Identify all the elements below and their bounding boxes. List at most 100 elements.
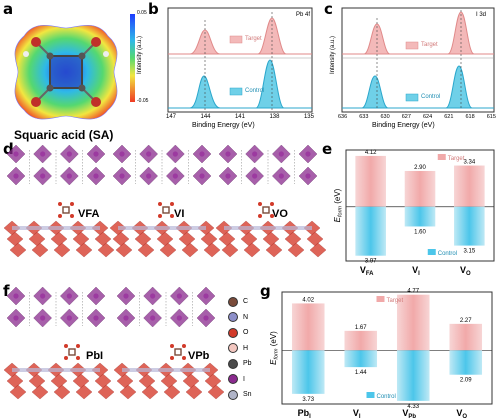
legend-label: H <box>243 344 249 352</box>
value-label-target: 4.77 <box>407 289 419 295</box>
xps-b-xlabel: Binding Energy (eV) <box>192 122 255 129</box>
xtick: 621 <box>444 114 454 120</box>
legend-target: Target <box>448 156 465 162</box>
xtick: 141 <box>234 114 245 120</box>
crystal-structure <box>113 286 225 400</box>
bar-target <box>404 170 436 207</box>
legend-label: N <box>243 313 249 321</box>
xps-c-legend-target: Target <box>421 42 438 48</box>
value-label-target: 1.67 <box>355 325 367 331</box>
bar-target <box>449 323 483 351</box>
bar-target <box>291 303 325 351</box>
panel-d-label: d <box>3 140 14 158</box>
atom-swatch <box>228 358 238 369</box>
xtick: 135 <box>303 114 314 120</box>
category-label: VI <box>412 265 420 277</box>
legend-item: I <box>228 372 268 388</box>
panel-b-label: b <box>148 0 159 18</box>
y-axis-label: Eform (eV) <box>269 331 280 365</box>
legend-item: O <box>228 325 268 341</box>
legend-item: Pb <box>228 356 268 372</box>
bar-control <box>404 206 436 227</box>
label-vo: VO <box>272 208 288 220</box>
xps-c-xlabel: Binding Energy (eV) <box>372 122 435 129</box>
atom-swatch <box>228 327 238 338</box>
legend-item: N <box>228 310 268 326</box>
legend-swatch-target <box>437 154 446 160</box>
xps-c-tag: I 3d <box>476 12 487 18</box>
atom-swatch <box>228 312 238 323</box>
plot-frame <box>281 291 493 405</box>
xtick: 636 <box>338 114 348 120</box>
xtick: 618 <box>465 114 475 120</box>
xtick: 144 <box>200 114 211 120</box>
esp-surface <box>14 24 118 120</box>
xtick: 138 <box>269 114 280 120</box>
atom-swatch <box>228 389 238 400</box>
bar-control <box>344 350 378 368</box>
atom-swatch <box>228 343 238 354</box>
legend-label: C <box>243 298 249 306</box>
atom-swatch <box>228 296 238 307</box>
legend-swatch-control <box>366 392 375 398</box>
legend-item: H <box>228 341 268 357</box>
bar-target <box>344 330 378 351</box>
xps-c-legend-control: Control <box>421 94 441 100</box>
value-label-target: 2.27 <box>460 318 472 324</box>
panel-a-label: a <box>3 0 14 18</box>
legend-target: Target <box>387 298 404 304</box>
crystal-structure <box>3 286 115 400</box>
value-label-target: 2.90 <box>414 165 426 171</box>
defect-structures-d <box>3 144 327 258</box>
panel-c-label: c <box>324 0 333 18</box>
xtick: 633 <box>359 114 369 120</box>
xtick: 624 <box>423 114 433 120</box>
xps-b-ylabel: Intensity (a.u.) <box>137 35 143 74</box>
bar-control <box>291 350 325 394</box>
defect-structures-f <box>3 286 225 400</box>
esp-colorbar <box>130 14 135 102</box>
value-label-control: 3.15 <box>463 249 475 255</box>
value-label-target: 3.34 <box>463 160 475 166</box>
panel-f-label: f <box>3 282 10 300</box>
value-label-control: 4.33 <box>407 404 419 410</box>
colorbar-max: 0.05 <box>137 10 147 16</box>
xps-pb4f-plot <box>167 7 313 113</box>
bar-target <box>396 294 430 351</box>
bar-target <box>454 165 485 207</box>
y-axis-label: Eform (eV) <box>333 188 344 222</box>
xps-b-xticks: 147 144 141 138 135 <box>166 114 314 120</box>
sa-molecule <box>170 344 186 360</box>
category-label: VFA <box>360 265 374 277</box>
bar-control <box>454 206 485 246</box>
legend-label: I <box>243 375 245 383</box>
category-label: VO <box>456 408 467 420</box>
sa-molecule <box>258 202 274 218</box>
crystal-structure <box>215 144 327 258</box>
panel-a-caption: Squaric acid (SA) <box>14 128 114 142</box>
xps-i3d-plot <box>341 7 495 113</box>
category-label: VI <box>353 408 361 420</box>
panel-e-label: e <box>322 140 333 158</box>
atom-legend: C N O H Pb I Sn <box>228 294 268 403</box>
legend-item: C <box>228 294 268 310</box>
xps-c-ylabel: Intensity (a.u.) <box>330 35 336 74</box>
legend-swatch-control <box>427 249 436 255</box>
label-vi: VI <box>174 208 185 220</box>
xps-b-tag: Pb 4f <box>296 12 311 18</box>
crystal-structure <box>109 144 221 258</box>
label-pbi: PbI <box>86 350 104 362</box>
category-label: PbI <box>298 408 312 420</box>
xps-b-legend-target: Target <box>245 36 262 42</box>
bar-control <box>449 350 483 375</box>
legend-label: Pb <box>243 360 252 368</box>
xtick: 147 <box>166 114 177 120</box>
value-label-target: 4.02 <box>302 297 314 303</box>
legend-control: Control <box>438 251 457 257</box>
sa-molecule <box>158 202 174 218</box>
atom-swatch <box>228 374 238 385</box>
colorbar-min: -0.05 <box>137 98 149 104</box>
label-vpb: VPb <box>188 350 210 362</box>
category-label: VO <box>460 265 471 277</box>
